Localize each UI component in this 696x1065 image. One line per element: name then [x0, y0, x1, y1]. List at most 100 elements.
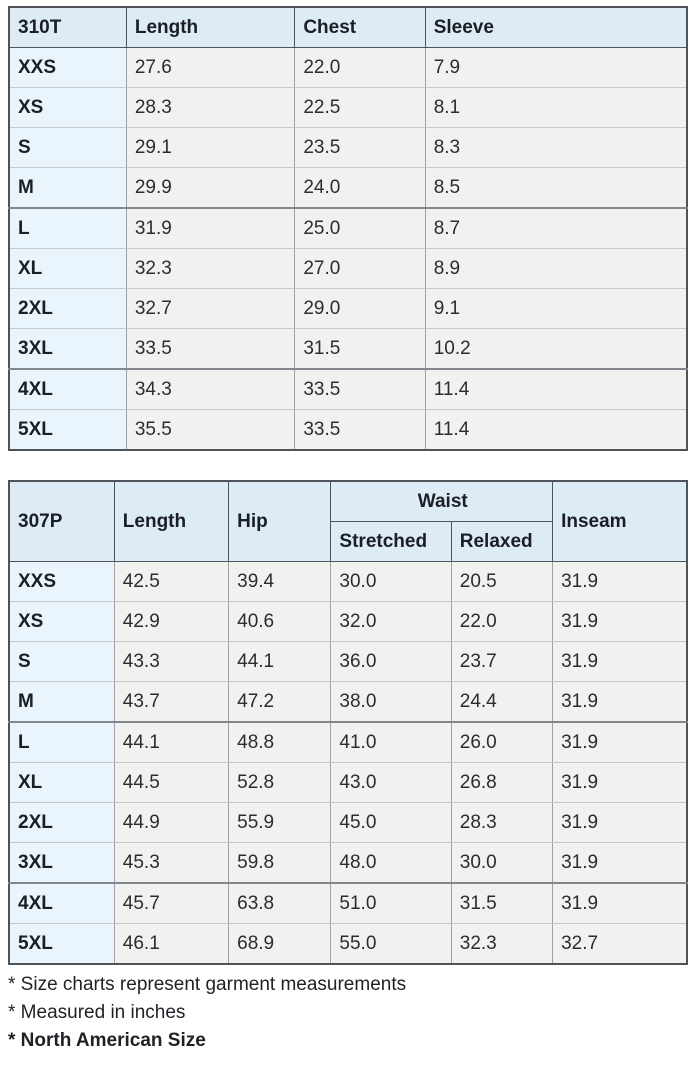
value-cell: 10.2 [424, 328, 688, 370]
value-cell: 27.6 [125, 47, 296, 88]
value-cell: 8.9 [424, 248, 688, 289]
value-cell: 8.1 [424, 87, 688, 128]
value-cell: 40.6 [228, 601, 332, 642]
value-cell: 51.0 [330, 882, 452, 924]
value-cell: 47.2 [228, 681, 332, 723]
size-cell: L [8, 721, 115, 763]
footnote-north-american-size: * North American Size [8, 1030, 206, 1051]
size-cell: 4XL [8, 368, 127, 410]
value-cell: 31.9 [552, 641, 688, 682]
value-cell: 31.5 [450, 882, 554, 924]
table-row: S 43.3 44.1 36.0 23.7 31.9 [8, 641, 688, 682]
value-cell: 8.3 [424, 127, 688, 168]
column-header-sleeve: Sleeve [424, 6, 688, 48]
size-cell: S [8, 127, 127, 168]
value-cell: 42.5 [113, 561, 230, 602]
value-cell: 45.7 [113, 882, 230, 924]
column-header-length: Length [125, 6, 296, 48]
value-cell: 41.0 [330, 721, 452, 763]
value-cell: 30.0 [450, 842, 554, 884]
value-cell: 55.0 [330, 923, 452, 965]
size-cell: L [8, 207, 127, 249]
footnote-measured-in-inches: * Measured in inches [8, 1002, 186, 1023]
size-cell: M [8, 167, 127, 209]
value-cell: 31.9 [552, 721, 688, 763]
value-cell: 31.9 [552, 842, 688, 884]
value-cell: 30.0 [330, 561, 452, 602]
value-cell: 31.9 [552, 601, 688, 642]
size-cell: S [8, 641, 115, 682]
value-cell: 43.3 [113, 641, 230, 682]
value-cell: 48.0 [330, 842, 452, 884]
table-row: 5XL 46.1 68.9 55.0 32.3 32.7 [8, 923, 688, 965]
table-row: L 31.9 25.0 8.7 [8, 207, 688, 249]
value-cell: 32.7 [552, 923, 688, 965]
value-cell: 35.5 [125, 409, 296, 451]
table-row: 2XL 44.9 55.9 45.0 28.3 31.9 [8, 802, 688, 843]
value-cell: 59.8 [228, 842, 332, 884]
value-cell: 28.3 [125, 87, 296, 128]
value-cell: 8.5 [424, 167, 688, 209]
table-header-row: 310T Length Chest Sleeve [8, 6, 688, 48]
table-header-row: 307P Length Hip Waist Inseam [8, 480, 688, 562]
value-cell: 7.9 [424, 47, 688, 88]
value-cell: 46.1 [113, 923, 230, 965]
size-cell: XS [8, 87, 127, 128]
value-cell: 31.9 [552, 882, 688, 924]
value-cell: 24.4 [450, 681, 554, 723]
table-row: 3XL 33.5 31.5 10.2 [8, 328, 688, 370]
size-cell: XL [8, 762, 115, 803]
value-cell: 43.0 [330, 762, 452, 803]
size-cell: XS [8, 601, 115, 642]
column-header-style: 307P [8, 480, 115, 562]
value-cell: 22.0 [294, 47, 426, 88]
value-cell: 43.7 [113, 681, 230, 723]
size-cell: 5XL [8, 923, 115, 965]
table-row: 5XL 35.5 33.5 11.4 [8, 409, 688, 451]
value-cell: 22.5 [294, 87, 426, 128]
value-cell: 48.8 [228, 721, 332, 763]
value-cell: 55.9 [228, 802, 332, 843]
size-cell: 5XL [8, 409, 127, 451]
value-cell: 31.9 [552, 681, 688, 723]
table-row: L 44.1 48.8 41.0 26.0 31.9 [8, 721, 688, 763]
table-row: XXS 27.6 22.0 7.9 [8, 47, 688, 88]
value-cell: 27.0 [294, 248, 426, 289]
value-cell: 44.1 [228, 641, 332, 682]
size-cell: XXS [8, 561, 115, 602]
size-cell: 3XL [8, 842, 115, 884]
size-cell: 3XL [8, 328, 127, 370]
value-cell: 25.0 [294, 207, 426, 249]
value-cell: 52.8 [228, 762, 332, 803]
value-cell: 24.0 [294, 167, 426, 209]
column-header-inseam: Inseam [552, 480, 688, 562]
size-chart-table-310t: 310T Length Chest Sleeve XXS 27.6 22.0 7… [8, 6, 688, 451]
value-cell: 11.4 [424, 409, 688, 451]
value-cell: 44.9 [113, 802, 230, 843]
value-cell: 29.1 [125, 127, 296, 168]
value-cell: 9.1 [424, 288, 688, 329]
table-row: XS 42.9 40.6 32.0 22.0 31.9 [8, 601, 688, 642]
column-header-waist-stretched: Stretched [330, 521, 452, 562]
value-cell: 32.0 [330, 601, 452, 642]
size-cell: XXS [8, 47, 127, 88]
value-cell: 32.3 [450, 923, 554, 965]
size-cell: M [8, 681, 115, 723]
value-cell: 29.0 [294, 288, 426, 329]
table-subheader-row: Stretched Relaxed [9, 521, 687, 562]
size-cell: XL [8, 248, 127, 289]
value-cell: 68.9 [228, 923, 332, 965]
value-cell: 31.5 [294, 328, 426, 370]
value-cell: 22.0 [450, 601, 554, 642]
table-row: XXS 42.5 39.4 30.0 20.5 31.9 [8, 561, 688, 602]
value-cell: 26.0 [450, 721, 554, 763]
table-row: 4XL 45.7 63.8 51.0 31.5 31.9 [8, 882, 688, 924]
table-row: XL 32.3 27.0 8.9 [8, 248, 688, 289]
column-header-style: 310T [8, 6, 127, 48]
value-cell: 8.7 [424, 207, 688, 249]
size-chart-table-307p: 307P Length Hip Waist Inseam Stretched R… [8, 480, 688, 965]
table-row: M 43.7 47.2 38.0 24.4 31.9 [8, 681, 688, 723]
value-cell: 39.4 [228, 561, 332, 602]
column-header-chest: Chest [294, 6, 426, 48]
table-row: S 29.1 23.5 8.3 [8, 127, 688, 168]
